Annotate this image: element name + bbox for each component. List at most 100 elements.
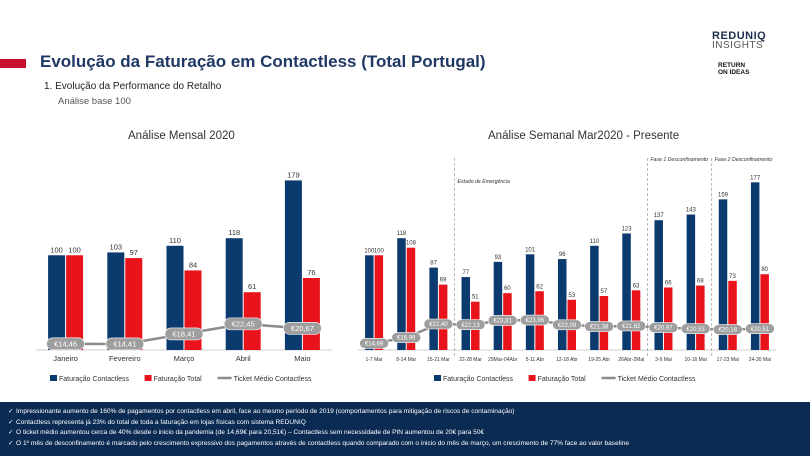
contactless-bar [750,182,760,350]
ticket-medio-pill [164,327,204,341]
total-bar-label: 53 [568,293,575,299]
contactless-bar-label: 77 [462,270,469,276]
logo2-line1: RETURN [718,62,746,69]
total-bar-label: 69 [440,278,447,284]
total-bar [760,274,769,350]
x-tick-label: Fevereiro [109,354,141,363]
contactless-bar [622,233,631,350]
ticket-medio-pill [455,319,486,330]
contactless-bar-label: 179 [287,170,300,179]
logo2-line2: ON IDEAS [718,69,750,76]
ticket-medio-pill [423,318,454,330]
ticket-medio-pill [359,337,389,349]
contactless-bar-label: 110 [590,239,600,245]
footer-bullet: ✓ O 1º mês de desconfinamento é marcado p… [8,439,802,450]
total-bar [438,284,448,350]
charts-canvas: 100 100Janeiro10397Fevereiro11084Março118… [36,157,776,383]
footer-bullet-text: O ticket médio aumentou cerca de 40% des… [16,429,485,436]
footer-bullet-text: O 1º mês de desconfinamento é marcado pe… [16,439,630,447]
x-tick-label: 17-23 Mai [717,357,739,363]
contactless-bar-label: 110 [169,236,181,245]
ticket-medio-pill [487,315,518,326]
x-tick-label: 10-16 Mai [684,357,706,363]
footer-bullet: ✓ O ticket médio aumentou cerca de 40% de… [8,428,802,439]
ticket-medio-label: €14,69 [365,341,384,347]
contactless-bar-label: 101 [525,247,536,253]
legend-contactless-swatch [50,375,57,381]
phase-annotation-label: Fase 1 Desconfinamento [650,157,708,163]
footer-bullet-text: Contactless representa já 23% do total d… [16,418,306,426]
contactless-bar-label: 96 [559,252,566,258]
contactless-bar [493,261,503,350]
contactless-bar-label: 93 [495,255,502,261]
x-tick-label: 26Abr-2Mai [618,357,644,363]
ticket-medio-label: €14,46 [54,339,77,348]
contactless-bar [284,180,302,350]
contactless-bar-label: 143 [686,208,697,214]
total-bar-label: 51 [472,295,479,301]
contactless-bar-label: 159 [718,192,729,198]
legend-total-swatch [528,375,536,381]
ticket-medio-label: €16,99 [397,336,416,342]
contactless-bar-label: 87 [430,261,437,267]
return-on-ideas-logo: RETURN ON IDEAS [718,62,749,76]
x-tick-label: 5-11 Abr [526,357,545,363]
contactless-bar [107,252,125,350]
contactless-bar [525,254,535,350]
total-bar-label: 108 [406,241,417,247]
legend-contactless-label: Faturação Contactless [59,376,130,383]
x-tick-label: Abril [236,354,251,363]
x-tick-label: 15-21 Mar [427,357,450,363]
x-tick-label: 1-7 Mar [365,357,383,363]
total-bar-label: 66 [665,280,672,286]
total-bar [66,255,84,350]
contactless-bar [365,255,374,350]
contactless-bar-label: 137 [654,213,665,219]
total-bar-label: 61 [248,282,256,291]
check-icon: ✓ [8,408,14,415]
ticket-medio-label: €20,18 [719,328,738,334]
ticket-medio-label: €18,41 [173,330,196,339]
total-bar [302,278,320,350]
total-bar-label: 100 [68,245,81,254]
total-bar-label: 80 [761,267,768,273]
total-bar-label: 97 [130,248,138,257]
x-tick-label: 3-9 Mai [655,357,672,363]
title-accent-bar [0,59,26,68]
ticket-medio-pill [552,319,582,331]
legend-total-label: Faturação Total [154,376,203,383]
phase-annotation-label: Estado de Emergência [457,179,510,185]
weekly-chart-title: Análise Semanal Mar2020 - Presente [488,130,680,142]
analysis-base-note: Análise base 100 [58,96,131,107]
ticket-medio-pill [391,332,422,343]
x-tick-label: 8-14 Mar [396,357,416,363]
x-tick-label: 22-28 Mar [459,357,482,363]
ticket-medio-pill [680,323,711,334]
legend-contactless-label: Faturação Contactless [443,376,514,383]
ticket-medio-label: €14,41 [113,340,136,349]
check-icon: ✓ [8,429,14,436]
total-bar [406,247,416,350]
contactless-bar-label: 123 [622,226,633,232]
total-bar-label: 60 [504,286,511,292]
total-bar [663,287,673,350]
legend-ticket-label: Ticket Médio Contactless [234,376,312,383]
ticket-medio-pill [105,337,145,351]
contactless-bar [48,255,66,350]
legend-contactless-swatch [434,375,441,381]
page-title: Evolução da Faturação em Contactless (To… [40,52,486,71]
contactless-bar-label: 100 [364,248,375,254]
total-bar-label: 84 [189,260,197,269]
ticket-medio-pill [520,314,550,326]
monthly-chart-title: Análise Mensal 2020 [128,130,235,142]
ticket-medio-label: €21,38 [590,325,609,331]
footer-bullet-text: Impressionante aumento de 160% de pagame… [16,408,515,415]
contactless-bar [461,277,471,350]
ticket-medio-label: €20,51 [751,327,770,333]
x-tick-label: 29Mar-04Abr [488,357,518,363]
total-bar [374,255,384,350]
x-tick-label: 19-25 Abr [588,357,610,363]
x-tick-label: 24-30 Mai [749,357,771,363]
total-bar-label: 100 [374,248,385,254]
ticket-medio-pill [584,321,614,332]
